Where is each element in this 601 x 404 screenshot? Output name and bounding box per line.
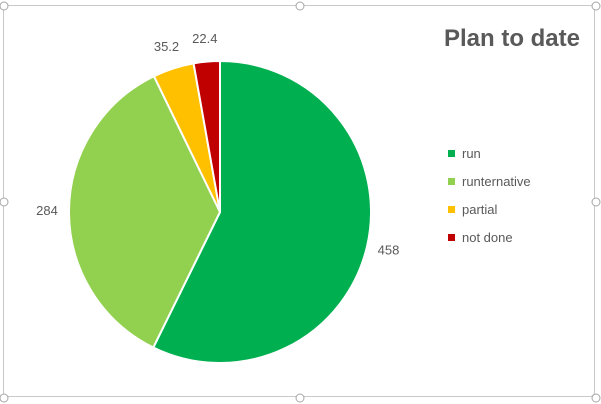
pie-slice-not-done[interactable]	[192, 59, 221, 213]
legend-marker-icon	[448, 205, 455, 213]
resize-handle-left-middle[interactable]	[0, 197, 8, 206]
legend-label: runternative	[462, 173, 531, 189]
data-label-not-done: 22.4	[192, 31, 217, 46]
resize-handle-bottom-middle[interactable]	[295, 393, 304, 402]
legend-marker-icon	[448, 233, 455, 241]
resize-handle-right-middle[interactable]	[591, 197, 600, 206]
resize-handle-bottom-right[interactable]	[591, 393, 600, 402]
resize-handle-top-left[interactable]	[0, 1, 8, 10]
legend[interactable]: run runternative partial not done	[448, 139, 531, 251]
pie-slice-runternative[interactable]	[68, 75, 221, 349]
data-label-run: 458	[378, 243, 400, 258]
legend-item-run[interactable]: run	[448, 139, 531, 167]
legend-item-runternative[interactable]: runternative	[448, 167, 531, 195]
legend-marker-icon	[448, 177, 455, 185]
legend-label: partial	[462, 201, 498, 217]
legend-item-not-done[interactable]: not done	[448, 223, 531, 251]
legend-label: not done	[462, 229, 513, 245]
data-label-partial: 35.2	[154, 39, 179, 54]
resize-handle-bottom-left[interactable]	[0, 393, 8, 402]
legend-item-partial[interactable]: partial	[448, 195, 531, 223]
pie-slice-run[interactable]	[152, 60, 372, 364]
resize-handle-top-middle[interactable]	[295, 1, 304, 10]
legend-label: run	[462, 145, 481, 161]
resize-handle-top-right[interactable]	[591, 1, 600, 10]
chart-title[interactable]: Plan to date	[443, 25, 580, 52]
data-label-runternative: 284	[36, 203, 58, 218]
legend-marker-icon	[448, 149, 455, 157]
